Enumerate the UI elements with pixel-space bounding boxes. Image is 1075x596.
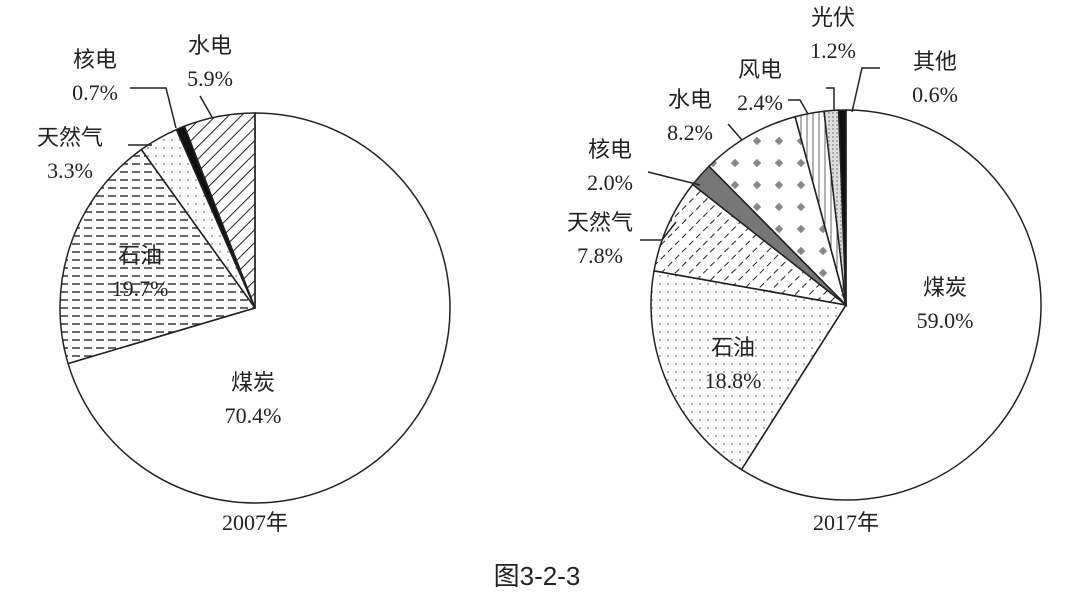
slice-label: 天然气 (567, 210, 633, 235)
slice-label: 煤炭 (923, 275, 967, 300)
value-label: 70.4% (225, 403, 282, 428)
leader-line (199, 95, 213, 118)
slice-label: 水电 (188, 33, 232, 58)
figure-caption: 图3-2-3 (494, 561, 581, 591)
chart-title: 2007年 (222, 510, 288, 535)
slice-label: 煤炭 (231, 370, 275, 395)
leader-line (130, 87, 177, 129)
leader-line (647, 171, 701, 186)
leader-line (826, 87, 835, 110)
value-label: 2.0% (587, 170, 633, 195)
value-label: 0.6% (912, 82, 958, 107)
slice-label: 石油 (711, 335, 755, 360)
value-label: 2.4% (737, 90, 783, 115)
slice-label: 石油 (118, 243, 162, 268)
pie-slice (59, 148, 257, 365)
pie-slice (707, 115, 848, 308)
value-label: 59.0% (917, 308, 974, 333)
value-label: 3.3% (47, 158, 93, 183)
slice-label: 核电 (73, 47, 117, 72)
slice-label: 其他 (913, 49, 957, 74)
pie-slice (650, 270, 848, 471)
value-label: 19.7% (112, 276, 169, 301)
pie-slice (67, 112, 451, 504)
pie-slice (837, 109, 847, 306)
value-label: 5.9% (187, 66, 233, 91)
value-label: 18.8% (705, 368, 762, 393)
leader-line (727, 123, 743, 141)
pie-slice (740, 109, 1042, 501)
slice-label: 水电 (668, 87, 712, 112)
pie-slice (183, 112, 256, 309)
chart-title: 2017年 (813, 510, 879, 535)
value-label: 8.2% (667, 120, 713, 145)
leader-line (640, 221, 677, 241)
value-label: 1.2% (810, 38, 856, 63)
slice-label: 天然气 (37, 125, 103, 150)
leader-line (788, 99, 809, 115)
slice-label: 光伏 (811, 5, 855, 30)
slice-label: 核电 (588, 137, 632, 162)
leader-line (851, 67, 880, 113)
slice-label: 风电 (738, 57, 782, 82)
value-label: 0.7% (72, 80, 118, 105)
pie-slice (653, 183, 847, 306)
value-label: 7.8% (577, 243, 623, 268)
